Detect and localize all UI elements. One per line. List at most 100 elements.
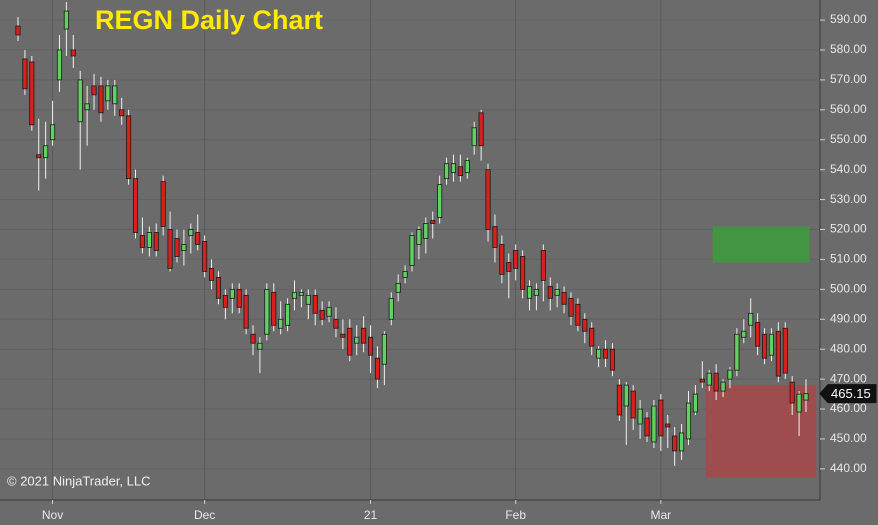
candle-body: [596, 348, 602, 359]
candle-body: [782, 327, 788, 374]
candle-body: [236, 288, 242, 308]
candle-body: [561, 291, 567, 305]
y-tick-label: 500.00: [830, 282, 867, 296]
candle-body: [50, 124, 56, 141]
zone: [712, 226, 810, 263]
candle-body: [395, 282, 401, 293]
candle-body: [485, 169, 491, 230]
candle-body: [761, 333, 768, 359]
candle-body: [437, 184, 443, 218]
candle-body: [98, 85, 104, 114]
y-tick-label: 510.00: [830, 252, 867, 266]
candle-body: [699, 378, 705, 383]
candle-body: [333, 318, 339, 329]
candle-body: [43, 145, 49, 159]
candle-body: [644, 417, 650, 437]
y-tick-label: 530.00: [830, 192, 867, 206]
y-tick-label: 490.00: [830, 311, 867, 325]
candle-body: [775, 330, 781, 377]
candle-body: [15, 25, 21, 36]
candle-body: [312, 294, 318, 314]
candle-body: [526, 285, 533, 299]
candle-body: [139, 235, 145, 248]
candle-body: [56, 49, 63, 81]
candle-body: [582, 318, 588, 332]
y-tick-label: 520.00: [830, 222, 867, 236]
y-tick-label: 480.00: [830, 341, 867, 355]
candle-body: [506, 262, 512, 272]
candle-body: [119, 109, 125, 117]
y-tick-label: 460.00: [830, 401, 867, 415]
candle-body: [471, 127, 477, 147]
candle-body: [734, 333, 740, 371]
candle-body: [575, 303, 581, 326]
candle-body: [540, 250, 546, 281]
candle-body: [347, 327, 353, 356]
candle-body: [685, 402, 692, 440]
candle-body: [755, 321, 761, 347]
candle-body: [160, 181, 166, 227]
candle-body: [547, 285, 553, 299]
candle-body: [167, 229, 173, 269]
x-tick-label: Nov: [42, 508, 63, 522]
candle-body: [132, 178, 139, 233]
candle-body: [464, 160, 470, 174]
y-tick-label: 580.00: [830, 42, 867, 56]
candle-body: [706, 372, 712, 386]
y-tick-label: 570.00: [830, 72, 867, 86]
y-tick-label: 550.00: [830, 132, 867, 146]
candle-body: [665, 423, 671, 428]
candle-body: [298, 291, 304, 296]
candle-body: [209, 268, 215, 281]
copyright: © 2021 NinjaTrader, LLC: [7, 473, 151, 488]
x-tick-label: 21: [364, 508, 378, 522]
candle-body: [374, 357, 380, 380]
candle-body: [174, 238, 180, 257]
candle-body: [789, 381, 795, 404]
candle-body: [554, 288, 560, 296]
y-tick-label: 540.00: [830, 162, 867, 176]
candle-body: [492, 226, 498, 248]
candle-body: [195, 232, 201, 245]
chart-title: REGN Daily Chart: [95, 5, 323, 35]
candle-body: [603, 348, 609, 359]
candle-body: [319, 309, 325, 320]
candle-body: [616, 384, 622, 416]
candle-body: [416, 229, 422, 245]
candle-body: [388, 297, 394, 320]
axes: 440.00 450.00 460.00 470.00 480.00 490.00 500.…: [42, 12, 877, 522]
candle-body: [381, 333, 387, 365]
candle-body: [285, 303, 291, 326]
candle-body: [796, 393, 802, 413]
candle-body: [181, 244, 187, 251]
y-tick-label: 560.00: [830, 102, 867, 116]
candle-body: [741, 330, 747, 338]
candle-body: [478, 112, 484, 147]
candle-body: [637, 408, 643, 425]
candle-body: [70, 49, 76, 57]
candle-body: [271, 291, 277, 326]
candle-body: [354, 336, 360, 344]
x-tick-label: Feb: [505, 508, 526, 522]
candle-body: [803, 393, 809, 401]
candle-body: [243, 294, 249, 329]
candle-body: [720, 381, 726, 392]
candle-body: [623, 384, 629, 407]
candle-body: [520, 256, 526, 290]
candle-body: [367, 336, 374, 356]
last-price-label: 465.15: [831, 386, 871, 401]
candle-body: [202, 241, 208, 272]
candle-body: [499, 244, 505, 275]
candle-body: [423, 223, 429, 239]
candle-body: [29, 61, 35, 126]
y-tick-label: 590.00: [830, 12, 867, 26]
candle-body: [672, 435, 678, 452]
zones: [705, 226, 817, 478]
candle-body: [679, 432, 685, 452]
candle-body: [430, 220, 436, 224]
candle-body: [278, 318, 284, 329]
candle-body: [609, 348, 615, 371]
candle-body: [450, 163, 457, 174]
candles: [15, 2, 809, 466]
candle-body: [250, 333, 256, 344]
